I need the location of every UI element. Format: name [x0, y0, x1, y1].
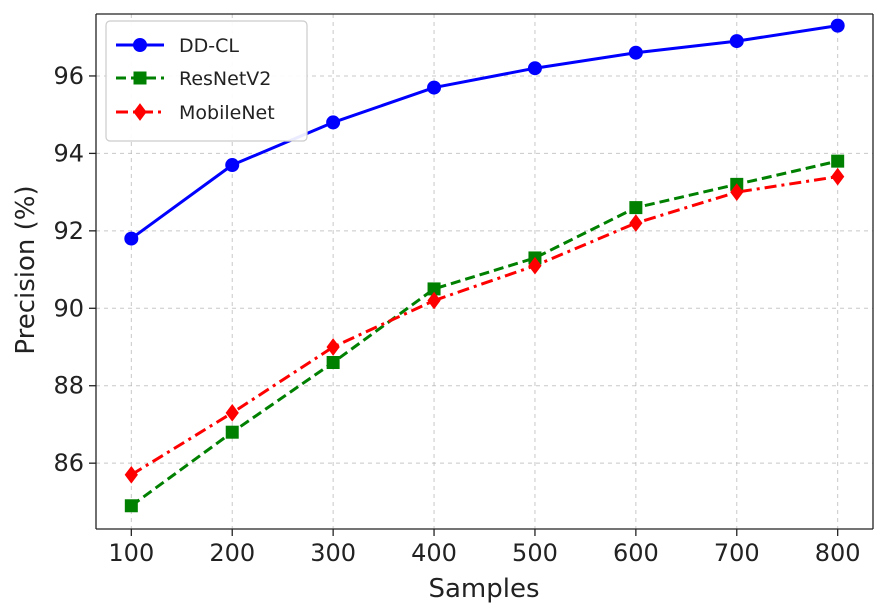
y-tick-label-90: 90 [53, 294, 84, 322]
data-point-resnetv2-600 [629, 201, 643, 215]
legend: DD-CL ResNetV2 MobileNet [105, 20, 308, 142]
data-point-dd-cl-400 [427, 80, 442, 95]
y-tick-label-96: 96 [53, 62, 84, 90]
data-point-dd-cl-800 [830, 18, 845, 33]
legend-item-resnetv2: ResNetV2 [116, 68, 271, 90]
series-layer [124, 18, 845, 513]
data-point-mobilenet-500 [528, 256, 542, 275]
legend-marker-resnetv2 [133, 71, 147, 85]
data-point-resnetv2-300 [326, 355, 340, 369]
data-point-mobilenet-800 [831, 167, 845, 186]
y-tick-label-88: 88 [53, 372, 84, 400]
x-tick-label-600: 600 [613, 539, 659, 567]
series-line-mobilenet [130, 175, 838, 477]
data-point-dd-cl-600 [628, 45, 643, 60]
data-point-dd-cl-100 [124, 231, 139, 246]
data-point-mobilenet-300 [326, 338, 340, 356]
y-tick-label-86: 86 [53, 449, 84, 477]
x-axis-label: Samples [428, 574, 539, 604]
data-point-mobilenet-200 [225, 404, 239, 422]
data-point-resnetv2-100 [124, 499, 138, 513]
legend-label-resnetv2: ResNetV2 [179, 68, 271, 90]
legend-marker-dd-cl [133, 38, 147, 52]
series-dd-cl [124, 18, 845, 246]
data-point-mobilenet-400 [427, 291, 441, 310]
x-tick-label-200: 200 [209, 539, 255, 567]
legend-marker-mobilenet [133, 103, 147, 121]
data-point-dd-cl-700 [729, 34, 744, 49]
series-line-resnetv2 [130, 159, 839, 507]
x-tick-label-700: 700 [714, 539, 760, 567]
x-tick-label-100: 100 [108, 539, 154, 567]
legend-items: DD-CL ResNetV2 MobileNet [116, 35, 275, 124]
legend-item-dd-cl: DD-CL [116, 35, 239, 57]
axis-layer: 100 200 300 400 500 600 700 800 86 88 90 92 94 96 [53, 13, 874, 567]
data-point-resnetv2-800 [831, 154, 845, 168]
y-tick-label-94: 94 [53, 139, 84, 167]
legend-box [105, 20, 308, 142]
x-tick-label-400: 400 [411, 539, 457, 567]
series-mobilenet [124, 167, 845, 484]
data-point-dd-cl-200 [225, 158, 240, 173]
data-point-dd-cl-300 [326, 115, 341, 130]
series-line-dd-cl [130, 24, 838, 240]
data-point-resnetv2-200 [225, 425, 239, 439]
y-axis-label: Precision (%) [11, 185, 41, 354]
y-tick-label-92: 92 [53, 217, 84, 245]
data-point-dd-cl-500 [527, 61, 542, 76]
x-tick-label-800: 800 [815, 539, 861, 567]
legend-label-mobilenet: MobileNet [179, 102, 275, 124]
data-point-mobilenet-600 [629, 214, 643, 232]
data-point-mobilenet-100 [124, 465, 138, 484]
legend-label-dd-cl: DD-CL [179, 35, 239, 57]
x-tick-label-300: 300 [310, 539, 356, 567]
legend-item-mobilenet: MobileNet [116, 102, 275, 124]
data-point-mobilenet-700 [730, 183, 744, 201]
x-tick-label-500: 500 [512, 539, 558, 567]
